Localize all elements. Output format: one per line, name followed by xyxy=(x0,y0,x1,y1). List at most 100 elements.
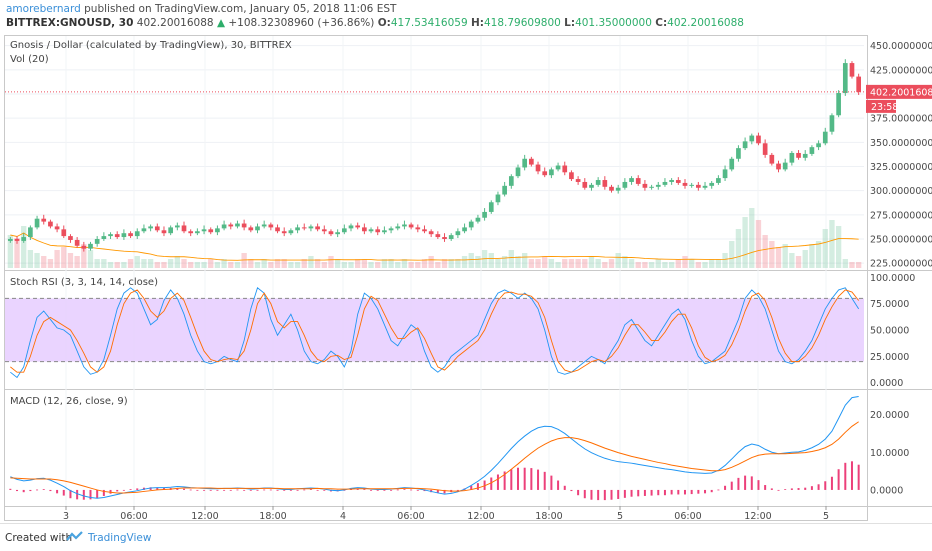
volume-bar xyxy=(368,262,374,268)
macd-histogram-bar xyxy=(577,489,580,496)
volume-bar xyxy=(14,238,20,268)
volume-bar xyxy=(107,262,114,268)
volume-bar xyxy=(127,259,134,268)
time-tick-label: 06:00 xyxy=(674,511,701,522)
volume-bar xyxy=(588,256,595,268)
macd-histogram-bar xyxy=(383,489,386,491)
macd-histogram-bar xyxy=(196,489,199,491)
macd-histogram-bar xyxy=(443,489,446,494)
created-with-text: Created with xyxy=(5,532,73,544)
volume-bar xyxy=(709,259,715,268)
macd-histogram-bar xyxy=(356,488,359,490)
volume-bar xyxy=(488,253,494,268)
volume-bar xyxy=(67,253,74,268)
candle-body xyxy=(702,185,708,188)
time-tick-label: 18:00 xyxy=(535,511,562,522)
volume-bar xyxy=(855,262,862,268)
macd-histogram-bar xyxy=(436,489,439,493)
volume-bar xyxy=(548,259,555,268)
high-value: 418.79609800 xyxy=(484,17,561,29)
volume-bar xyxy=(188,262,194,268)
volume-bar xyxy=(742,217,748,268)
candle-body xyxy=(856,76,861,93)
macd-histogram-bar xyxy=(857,464,860,490)
candle-body xyxy=(188,231,194,234)
volume-bar xyxy=(74,256,80,268)
macd-histogram-bar xyxy=(597,489,600,501)
macd-histogram-bar xyxy=(62,489,65,496)
macd-tick-label: 10.0000 xyxy=(870,448,909,459)
macd-histogram-bar xyxy=(9,488,12,490)
price-tick-label: 225.00000000 xyxy=(870,259,932,270)
candle-body xyxy=(529,158,534,165)
macd-tick-label: 20.0000 xyxy=(870,410,909,421)
author-link[interactable]: amorebernard xyxy=(6,3,81,15)
macd-histogram-bar xyxy=(690,489,693,495)
macd-histogram-bar xyxy=(183,488,186,490)
candle-body xyxy=(609,186,614,191)
macd-histogram-bar xyxy=(236,489,239,491)
macd-histogram-bar xyxy=(243,489,246,491)
change-value: +108.32308960 (+36.86%) xyxy=(228,17,375,29)
macd-histogram-bar xyxy=(817,484,820,490)
macd-histogram-bar xyxy=(29,489,32,492)
macd-histogram-bar xyxy=(49,489,52,492)
macd-histogram-bar xyxy=(56,489,59,494)
macd-histogram-bar xyxy=(670,489,673,495)
macd-histogram-bar xyxy=(683,489,686,495)
volume-bar xyxy=(47,259,54,268)
volume-bar xyxy=(535,259,541,268)
candle-body xyxy=(321,229,327,232)
volume-bar xyxy=(622,256,628,268)
macd-histogram-bar xyxy=(416,489,419,491)
macd-histogram-bar xyxy=(724,485,727,490)
symbol-label: BITTREX:GNOUSD, 30 xyxy=(6,17,134,29)
last-price-badge xyxy=(866,84,932,99)
tradingview-brand-link[interactable]: TradingView xyxy=(88,532,152,544)
volume-bar xyxy=(602,262,608,268)
volume-bar xyxy=(254,262,261,268)
volume-bar xyxy=(542,256,548,268)
macd-histogram-bar xyxy=(156,487,159,490)
volume-bar xyxy=(775,247,782,268)
candle-body xyxy=(448,235,454,239)
volume-bar xyxy=(334,259,341,268)
candle-body xyxy=(822,131,828,144)
volume-bar xyxy=(722,253,728,268)
macd-histogram-bar xyxy=(617,489,620,499)
macd-histogram-bar xyxy=(376,489,379,491)
candle-body xyxy=(128,233,133,237)
stoch-legend: Stoch RSI (3, 3, 14, 14, close) xyxy=(10,277,158,288)
candle-body xyxy=(388,228,394,231)
macd-histogram-bar xyxy=(850,461,853,490)
candle-body xyxy=(74,239,80,246)
chart-canvas[interactable]: 450.00000000425.00000000400.00000000375.… xyxy=(0,0,932,523)
stoch-tick-label: 100.0000 xyxy=(870,273,915,284)
macd-histogram-bar xyxy=(390,489,393,491)
candle-body xyxy=(709,182,715,186)
macd-histogram-bar xyxy=(249,489,252,491)
candle-body xyxy=(154,226,160,231)
volume-bar xyxy=(274,259,281,268)
candle-body xyxy=(535,164,541,172)
macd-tick-label: 0.0000 xyxy=(870,485,903,496)
macd-histogram-bar xyxy=(102,489,105,496)
candle-body xyxy=(215,228,220,233)
volume-bar xyxy=(849,262,855,268)
candle-body xyxy=(134,231,140,237)
volume-bar xyxy=(635,262,641,268)
macd-histogram-bar xyxy=(623,489,626,498)
volume-bar xyxy=(395,262,401,268)
candle-body xyxy=(515,167,521,177)
candle-body xyxy=(468,221,474,228)
candle-body xyxy=(842,63,848,94)
candle-body xyxy=(569,172,574,180)
candle-body xyxy=(114,234,120,238)
volume-bar xyxy=(314,259,321,268)
volume-bar xyxy=(288,262,294,268)
volume-bar xyxy=(735,229,742,268)
macd-histogram-bar xyxy=(483,480,486,490)
volume-bar xyxy=(147,259,154,268)
macd-histogram-bar xyxy=(637,489,640,497)
macd-histogram-bar xyxy=(289,489,292,491)
